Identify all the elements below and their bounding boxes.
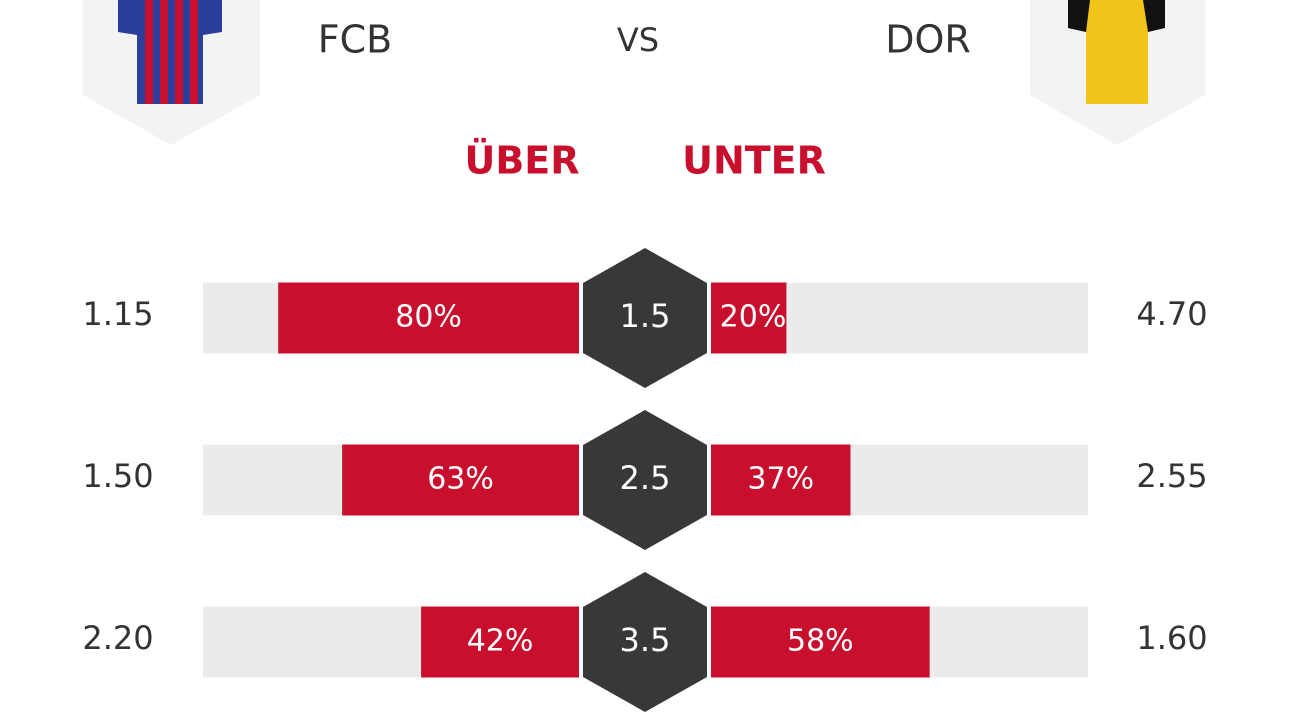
over-header: ÜBER xyxy=(464,139,579,183)
home-team: FCB xyxy=(318,18,392,62)
under-odds: 2.55 xyxy=(1136,457,1207,495)
home-jersey-badge xyxy=(83,0,260,145)
over-bar xyxy=(278,282,579,354)
under-bar xyxy=(711,282,787,354)
under-bar xyxy=(711,606,930,678)
under-header: UNTER xyxy=(682,139,826,183)
under-pct: 20% xyxy=(720,300,787,335)
versus: VS xyxy=(617,21,659,59)
away-team: DOR xyxy=(885,18,971,62)
under-odds: 1.60 xyxy=(1136,619,1207,657)
over-pct: 42% xyxy=(467,624,534,659)
away-jersey-badge xyxy=(1030,0,1205,145)
line-hexagon xyxy=(583,410,707,550)
over-bar xyxy=(342,444,579,516)
line-hexagon xyxy=(583,248,707,388)
over-odds: 1.15 xyxy=(82,295,153,333)
goal-line: 1.5 xyxy=(620,297,671,335)
over-bar xyxy=(421,606,579,678)
over-odds: 1.50 xyxy=(82,457,153,495)
over-pct: 63% xyxy=(427,462,494,497)
under-odds: 4.70 xyxy=(1136,295,1207,333)
goal-line: 3.5 xyxy=(620,621,671,659)
under-pct: 58% xyxy=(787,624,854,659)
goal-line: 2.5 xyxy=(620,459,671,497)
under-bar xyxy=(711,444,851,516)
line-hexagon xyxy=(583,572,707,712)
over-pct: 80% xyxy=(395,300,462,335)
over-odds: 2.20 xyxy=(82,619,153,657)
under-pct: 37% xyxy=(747,462,814,497)
